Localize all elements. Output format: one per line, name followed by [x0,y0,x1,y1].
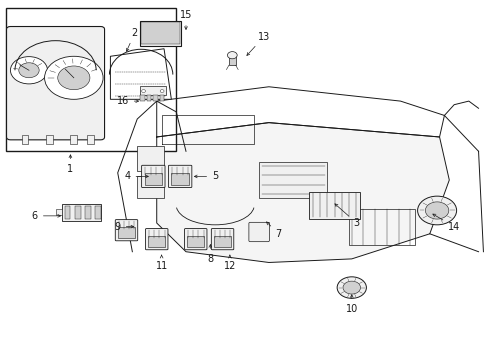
Bar [118,227,135,238]
Text: 2: 2 [126,28,138,51]
Text: 11: 11 [155,255,167,271]
Text: 4: 4 [124,171,148,181]
Circle shape [10,57,47,84]
Bar [228,56,235,65]
Text: 13: 13 [246,32,269,55]
Bar [159,95,163,101]
Text: 8: 8 [207,244,213,264]
Bar [21,135,28,144]
Bar [148,236,164,247]
Bar [95,206,101,219]
Bar [259,162,327,198]
Bar [141,22,179,44]
Bar [5,8,176,151]
Bar [137,176,163,198]
Bar [153,95,157,101]
FancyBboxPatch shape [211,229,233,250]
Bar [348,209,414,244]
Circle shape [417,196,456,225]
Bar [146,95,151,101]
FancyBboxPatch shape [145,229,167,250]
Bar [308,192,360,219]
FancyBboxPatch shape [184,229,206,250]
Polygon shape [110,49,171,99]
Bar [46,135,53,144]
Bar [140,21,181,45]
Text: 16: 16 [116,96,138,106]
Bar [75,206,81,219]
Text: 15: 15 [180,10,192,30]
Circle shape [44,56,103,99]
Bar [84,206,90,219]
Bar [144,173,162,185]
Bar [70,135,77,144]
FancyBboxPatch shape [6,27,104,140]
Text: 12: 12 [223,255,236,271]
Bar [140,95,144,101]
FancyBboxPatch shape [142,165,164,188]
Circle shape [342,281,360,294]
Bar [64,206,70,219]
Text: 7: 7 [266,222,281,239]
FancyBboxPatch shape [248,222,269,242]
FancyBboxPatch shape [115,220,138,241]
Text: 1: 1 [67,155,73,174]
Bar [61,204,101,221]
Circle shape [142,90,145,93]
Circle shape [336,277,366,298]
Text: 14: 14 [432,214,459,231]
Bar [171,173,188,185]
Text: 3: 3 [334,204,359,228]
Circle shape [227,51,237,59]
Bar [214,236,230,247]
Bar [56,210,62,215]
Circle shape [19,63,39,78]
Circle shape [160,90,163,93]
Text: 9: 9 [114,222,133,231]
Bar [137,146,163,171]
Bar [187,236,203,247]
Polygon shape [157,123,448,262]
Text: 10: 10 [345,295,357,314]
Circle shape [425,202,448,219]
Text: 5: 5 [194,171,218,181]
Bar [87,135,94,144]
Circle shape [58,66,90,90]
Bar [140,86,166,95]
Text: 6: 6 [32,211,61,221]
FancyBboxPatch shape [168,165,191,188]
